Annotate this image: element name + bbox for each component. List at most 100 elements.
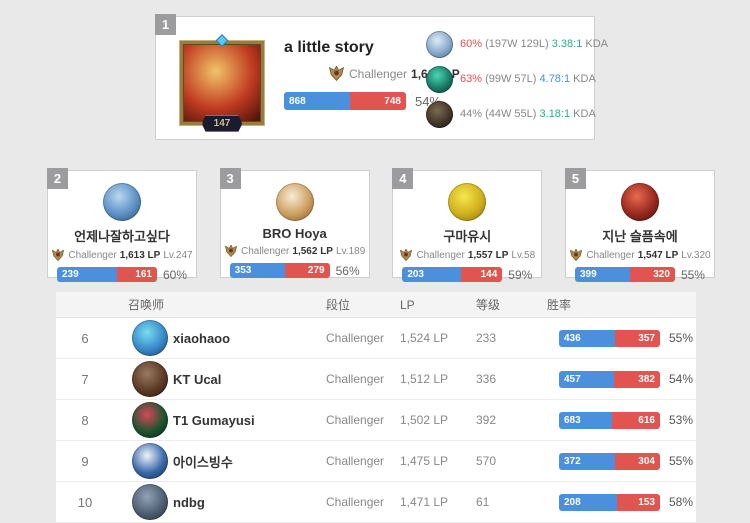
summoner-avatar: 147 (180, 34, 264, 132)
tier-label: Challenger (586, 249, 635, 261)
winloss-bar: 683 616 (559, 411, 660, 429)
summoner-name[interactable]: a little story (284, 39, 374, 56)
champion-icon (426, 30, 453, 58)
summoner-name[interactable]: 아이스빙수 (173, 454, 233, 470)
wins-value: 208 (559, 493, 618, 511)
challenger-crest-icon (570, 249, 583, 261)
row-rank: 10 (77, 494, 93, 510)
table-row[interactable]: 10 ndbg Challenger 1,471 LP 61 208 153 5… (56, 482, 696, 523)
lp-value: 1,562 LP (292, 245, 333, 257)
summoner-level: Lv.247 (163, 249, 193, 261)
tier-label: Challenger (416, 249, 465, 261)
champion-record: (99W 57L) (485, 73, 537, 85)
winloss-bar: 203 144 (402, 267, 503, 282)
table-header: 召唤师 段位 LP 等级 胜率 (56, 292, 696, 318)
table-row[interactable]: 9 아이스빙수 Challenger 1,475 LP 570 372 304 … (56, 441, 696, 482)
losses-value: 153 (617, 493, 660, 511)
wins-value: 372 (559, 452, 615, 470)
summoner-level: Lv.189 (335, 245, 366, 257)
summoner-name[interactable]: 언제나잘하고싶다 (74, 229, 170, 244)
champion-stat-row[interactable]: 60% (197W 129L) 3.38:1 KDA (426, 30, 608, 58)
wins-value: 239 (57, 267, 117, 282)
winloss-bar: 436 357 (559, 329, 660, 347)
champion-kda-value: 3.38:1 (551, 38, 583, 50)
win-rate: 60% (162, 267, 187, 282)
summoner-name[interactable]: 지난 슬픔속에 (602, 229, 678, 244)
winloss-cell: 436 357 (559, 329, 660, 347)
lp-value: 1,547 LP (637, 249, 679, 261)
player-card[interactable]: 5 지난 슬픔속에 Challenger 1,547 LP Lv.320 399… (564, 168, 715, 282)
table-row[interactable]: 6 xiaohaoo Challenger 1,524 LP 233 436 3… (56, 318, 696, 359)
tier-label: Challenger (349, 66, 408, 81)
win-rate: 55% (680, 267, 705, 282)
summoner-name[interactable]: T1 Gumayusi (173, 412, 255, 428)
table-row[interactable]: 8 T1 Gumayusi Challenger 1,502 LP 392 68… (56, 400, 696, 441)
tier-value: Challenger (326, 331, 385, 345)
summoner-name[interactable]: BRO Hoya (262, 226, 327, 241)
player-info: a little story Challenger 1,613 LP 868 7… (284, 39, 460, 110)
header-tier: 段位 (326, 298, 351, 312)
summoner-name[interactable]: xiaohaoo (173, 330, 231, 346)
level-value: 233 (476, 331, 497, 345)
lp-value: 1,502 LP (400, 413, 449, 427)
rank-badge: 5 (564, 168, 586, 189)
header-winrate: 胜率 (547, 298, 572, 312)
wins-value: 399 (574, 267, 631, 282)
losses-value: 357 (614, 329, 660, 347)
winloss-cell: 457 382 (559, 370, 660, 388)
table-body: 6 xiaohaoo Challenger 1,524 LP 233 436 3… (56, 318, 696, 523)
winloss-bar: 208 153 (559, 493, 660, 511)
winloss-cell: 372 304 (559, 452, 660, 470)
champion-icon (426, 65, 453, 93)
row-rank: 9 (81, 453, 89, 469)
losses-value: 382 (614, 370, 660, 388)
win-rate: 56% (335, 263, 360, 278)
champion-stat-row[interactable]: 44% (44W 55L) 3.18:1 KDA (426, 100, 608, 128)
tier-line: Challenger 1,557 LP Lv.58 (393, 249, 541, 261)
wins-value: 868 (284, 92, 350, 110)
tier-value: Challenger (326, 495, 385, 509)
win-rate: 55% (669, 454, 694, 468)
winloss-bar: 868 748 (284, 92, 406, 110)
lp-value: 1,613 LP (119, 249, 161, 261)
rank1-player-card[interactable]: 1 147 a little story Challenger 1,613 LP… (155, 14, 608, 140)
level-value: 392 (476, 413, 497, 427)
wins-value: 683 (559, 411, 613, 429)
top5-card-row: 2 언제나잘하고싶다 Challenger 1,613 LP Lv.247 23… (47, 168, 715, 282)
winloss-row: 399 320 55% (574, 267, 705, 282)
champion-stat-row[interactable]: 63% (99W 57L) 4.78:1 KDA (426, 65, 608, 93)
summoner-level: Lv.58 (511, 249, 536, 261)
avatar-cell (114, 320, 168, 356)
win-rate: 59% (508, 267, 533, 282)
winloss-bar: 239 161 (57, 267, 157, 282)
tier-value: Challenger (326, 372, 385, 386)
champion-kda-label: KDA (573, 108, 596, 120)
challenger-crest-icon (400, 249, 413, 261)
summoner-name[interactable]: KT Ucal (173, 371, 222, 387)
wins-value: 353 (229, 263, 286, 278)
wins-value: 436 (559, 329, 615, 347)
summoner-name[interactable]: 구마유시 (443, 229, 492, 244)
table-row[interactable]: 7 KT Ucal Challenger 1,512 LP 336 457 38… (56, 359, 696, 400)
tier-line: Challenger 1,562 LP Lv.189 (221, 245, 369, 257)
row-rank: 7 (81, 371, 89, 387)
lp-value: 1,524 LP (400, 331, 449, 345)
player-card[interactable]: 3 BRO Hoya Challenger 1,562 LP Lv.189 35… (219, 168, 370, 278)
row-rank: 6 (81, 330, 89, 346)
win-rate: 54% (669, 372, 694, 386)
winloss-bar: 353 279 (229, 263, 330, 278)
summoner-name[interactable]: ndbg (173, 494, 205, 510)
win-rate: 53% (669, 413, 694, 427)
winloss-cell: 208 153 (559, 493, 660, 511)
champion-record: (44W 55L) (485, 108, 537, 120)
champion-kda-label: KDA (573, 73, 596, 85)
lp-value: 1,471 LP (400, 495, 449, 509)
summoner-avatar (132, 320, 168, 356)
win-rate: 55% (669, 331, 694, 345)
player-card[interactable]: 2 언제나잘하고싶다 Challenger 1,613 LP Lv.247 23… (47, 168, 197, 282)
player-card[interactable]: 4 구마유시 Challenger 1,557 LP Lv.58 203 144… (392, 168, 543, 282)
rank-badge: 2 (47, 168, 68, 189)
champion-stat-text: 60% (197W 129L) 3.38:1 KDA (460, 38, 608, 50)
avatar-cell (114, 443, 168, 479)
crest-gem-icon (215, 34, 229, 47)
